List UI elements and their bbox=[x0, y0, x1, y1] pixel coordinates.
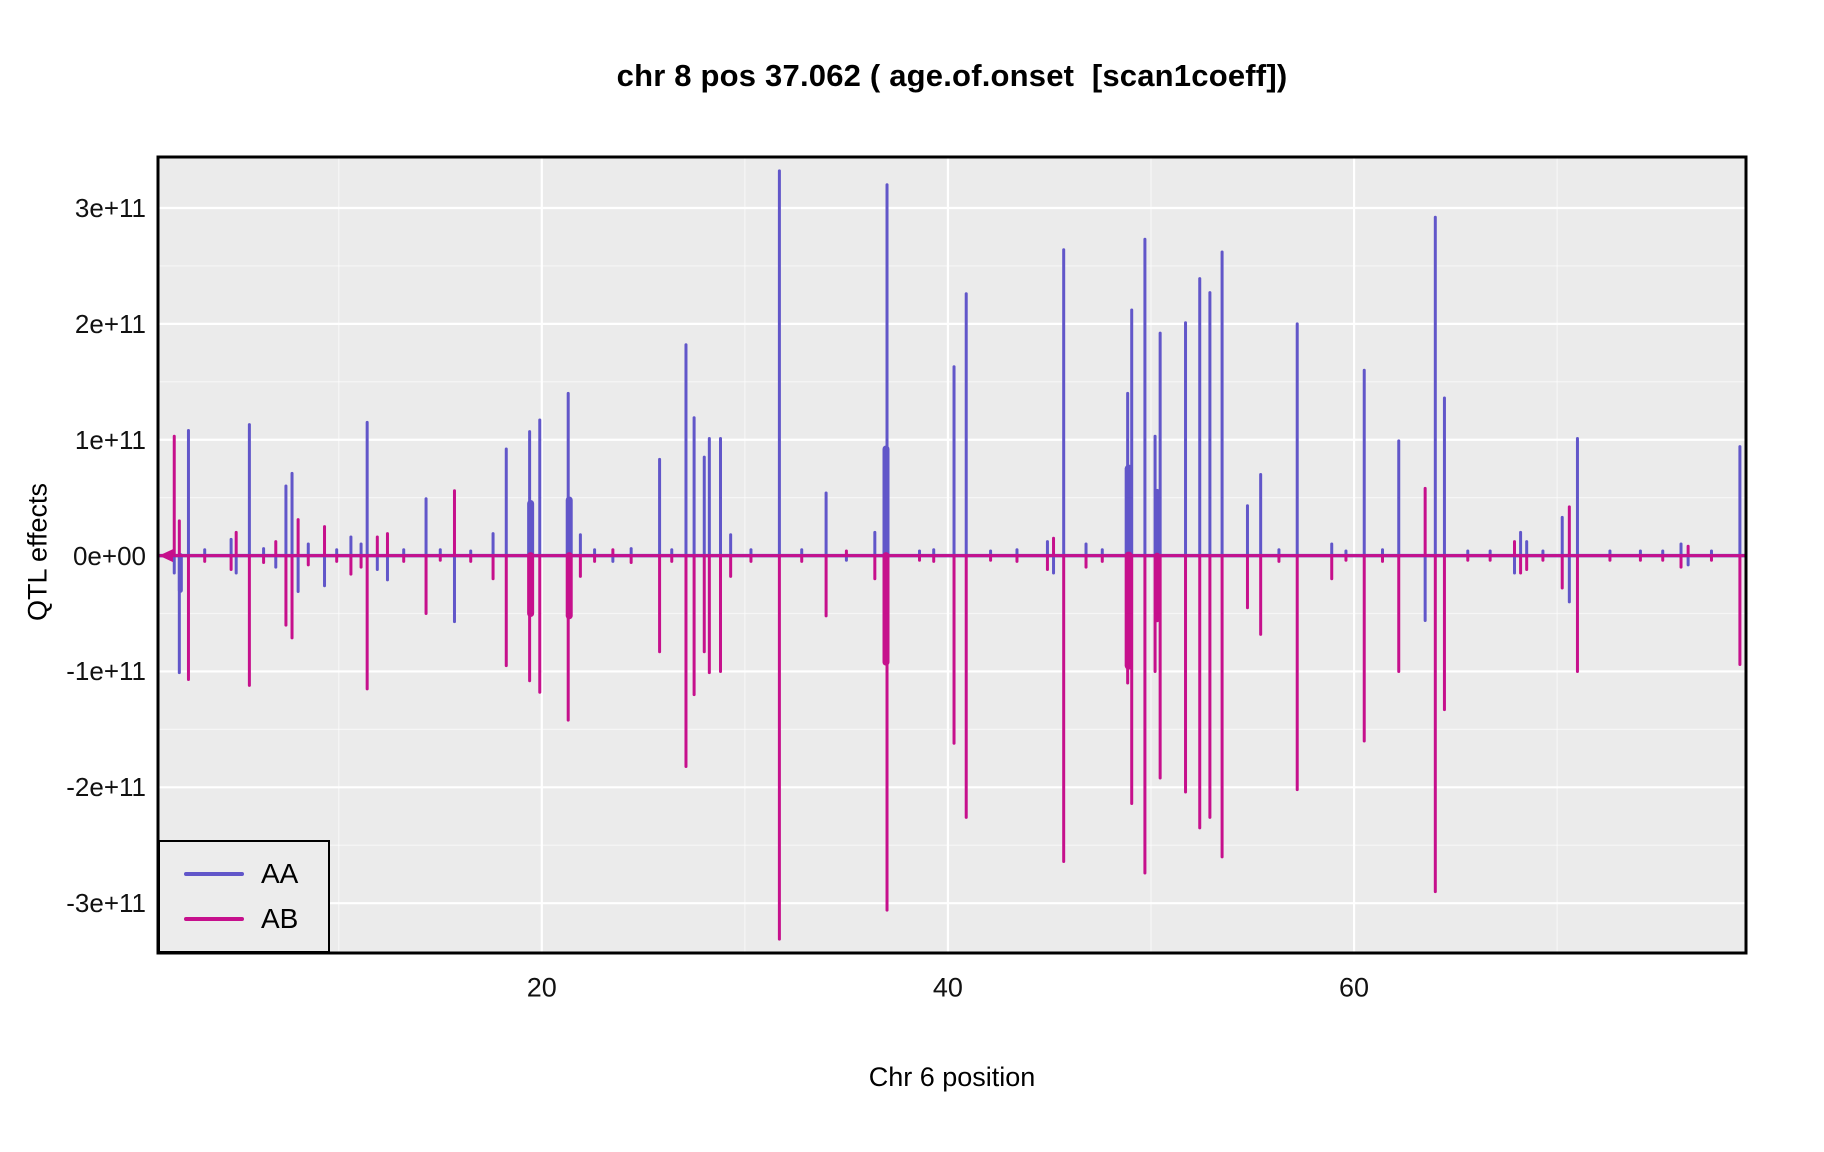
legend-label-aa: AA bbox=[261, 858, 299, 889]
y-tick-label: -1e+11 bbox=[66, 656, 146, 687]
y-tick-label: 1e+11 bbox=[74, 424, 146, 455]
y-tick-label: 0e+00 bbox=[72, 540, 146, 571]
legend-item-ab: AB bbox=[184, 903, 328, 935]
y-tick-label: 3e+11 bbox=[74, 192, 146, 223]
y-axis-title: QTL effects bbox=[22, 482, 53, 622]
legend-item-aa: AA bbox=[184, 858, 328, 890]
x-axis-title: Chr 6 position bbox=[868, 1062, 1036, 1092]
x-tick-label: 40 bbox=[932, 972, 963, 1003]
x-tick-label: 60 bbox=[1339, 972, 1370, 1003]
legend-label-ab: AB bbox=[261, 903, 299, 934]
y-tick-label: 2e+11 bbox=[74, 308, 146, 339]
legend-line-swatch-ab bbox=[184, 916, 244, 922]
chart-title: chr 8 pos 37.062 ( age.of.onset [scan1co… bbox=[616, 58, 1288, 93]
legend-line-swatch-aa bbox=[184, 871, 244, 877]
x-tick-label: 20 bbox=[526, 972, 557, 1003]
y-tick-label: -2e+11 bbox=[66, 772, 146, 803]
y-tick-label: -3e+11 bbox=[66, 888, 146, 919]
legend: AA AB bbox=[158, 840, 330, 953]
